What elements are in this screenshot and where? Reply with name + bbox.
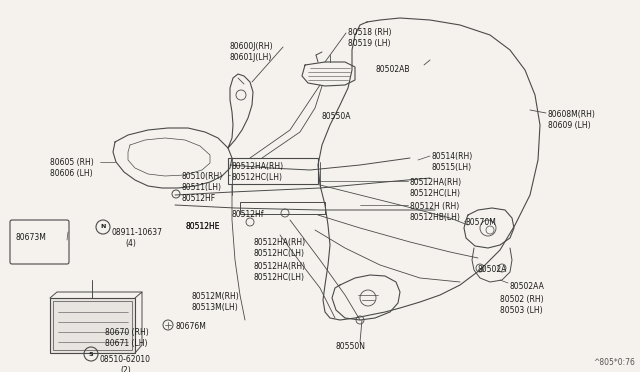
- Bar: [50, 298, 135, 353]
- Bar: [240, 202, 325, 214]
- Text: N: N: [100, 224, 106, 230]
- Text: 80512HA(RH): 80512HA(RH): [254, 238, 306, 247]
- Bar: [53, 301, 132, 350]
- Text: 80518 (RH): 80518 (RH): [348, 28, 392, 37]
- Text: 80512HA(RH): 80512HA(RH): [410, 178, 462, 187]
- Text: 80512HC(LH): 80512HC(LH): [232, 173, 283, 182]
- Text: 80502 (RH): 80502 (RH): [500, 295, 543, 304]
- Text: 80514(RH): 80514(RH): [432, 152, 473, 161]
- Text: 80502A: 80502A: [478, 265, 508, 274]
- Text: 80502AB: 80502AB: [375, 65, 410, 74]
- Text: S: S: [89, 352, 93, 356]
- Text: ^805*0:76: ^805*0:76: [593, 358, 635, 367]
- Text: 08911-10637: 08911-10637: [112, 228, 163, 237]
- Text: 80550N: 80550N: [335, 342, 365, 351]
- Text: 80512HB(LH): 80512HB(LH): [410, 213, 461, 222]
- Text: 80512H (RH): 80512H (RH): [410, 202, 460, 211]
- Text: 80519 (LH): 80519 (LH): [348, 39, 390, 48]
- Text: 80511(LH): 80511(LH): [182, 183, 222, 192]
- Text: 80570M: 80570M: [466, 218, 497, 227]
- Text: 80673M: 80673M: [15, 233, 46, 242]
- Text: 80503 (LH): 80503 (LH): [500, 306, 543, 315]
- Text: 08510-62010: 08510-62010: [100, 355, 151, 364]
- Text: 80606 (LH): 80606 (LH): [50, 169, 93, 178]
- Text: 80676M: 80676M: [175, 322, 206, 331]
- Text: 80512HC(LH): 80512HC(LH): [410, 189, 461, 198]
- Text: 80512HA(RH): 80512HA(RH): [254, 262, 306, 271]
- Text: 80670 (RH): 80670 (RH): [105, 328, 148, 337]
- Text: 80512HE: 80512HE: [185, 222, 220, 231]
- Text: 80512HC(LH): 80512HC(LH): [254, 249, 305, 258]
- Text: 80608M(RH): 80608M(RH): [548, 110, 596, 119]
- Text: 80601J(LH): 80601J(LH): [230, 53, 273, 62]
- Text: 80515(LH): 80515(LH): [432, 163, 472, 172]
- Text: 80512M(RH): 80512M(RH): [192, 292, 240, 301]
- Text: 80600J(RH): 80600J(RH): [230, 42, 274, 51]
- Text: (2): (2): [120, 366, 131, 372]
- Text: 80550A: 80550A: [322, 112, 351, 121]
- Text: 80512HF: 80512HF: [182, 194, 216, 203]
- Text: 80512Hf: 80512Hf: [232, 210, 264, 219]
- Text: 80609 (LH): 80609 (LH): [548, 121, 591, 130]
- Text: 80512HE: 80512HE: [185, 222, 220, 231]
- Text: 80510(RH): 80510(RH): [182, 172, 223, 181]
- Text: 80512HC(LH): 80512HC(LH): [254, 273, 305, 282]
- Text: 80502AA: 80502AA: [510, 282, 545, 291]
- Text: (4): (4): [125, 239, 136, 248]
- Text: 80671 (LH): 80671 (LH): [105, 339, 147, 348]
- Text: 80513M(LH): 80513M(LH): [192, 303, 239, 312]
- Text: 80605 (RH): 80605 (RH): [50, 158, 93, 167]
- Bar: [228, 158, 318, 184]
- Text: 80512HA(RH): 80512HA(RH): [232, 162, 284, 171]
